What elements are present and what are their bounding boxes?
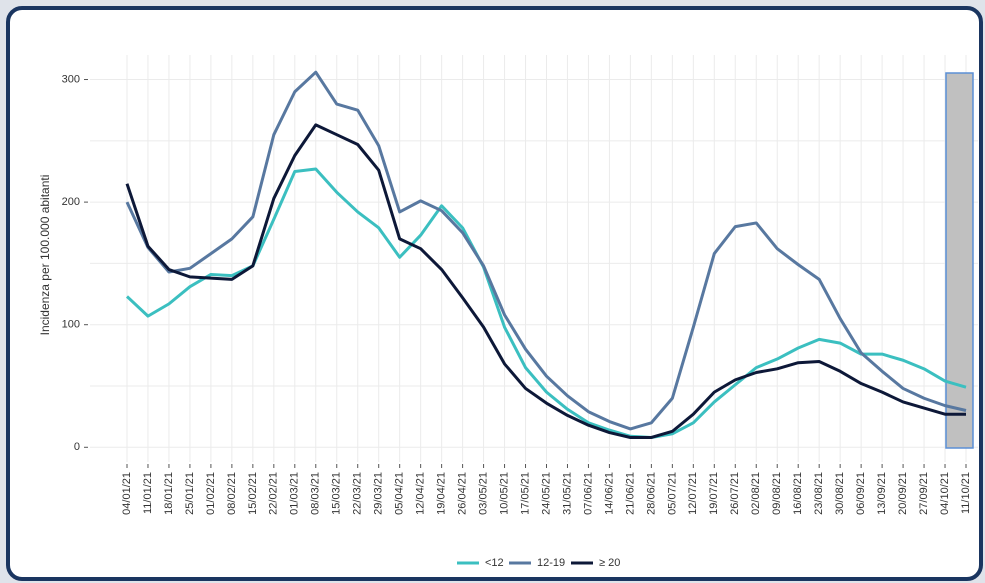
- x-tick-label: 19/04/21: [436, 472, 448, 515]
- x-tick-label: 15/03/21: [331, 472, 343, 515]
- legend-label: <12: [485, 557, 504, 569]
- x-tick-label: 08/03/21: [310, 472, 322, 515]
- x-tick-label: 19/07/21: [708, 472, 720, 515]
- x-tick-label: 31/05/21: [561, 472, 573, 515]
- x-tick-label: 11/10/21: [960, 472, 972, 514]
- x-tick-label: 16/08/21: [792, 472, 804, 515]
- x-tick-label: 20/09/21: [897, 472, 909, 515]
- x-tick-label: 21/06/21: [624, 472, 636, 515]
- x-tick-label: 02/08/21: [750, 472, 762, 515]
- x-tick-label: 05/07/21: [666, 472, 678, 515]
- x-tick-label: 08/02/21: [226, 472, 238, 515]
- x-tick-label: 28/06/21: [645, 472, 657, 515]
- x-tick-label: 10/05/21: [498, 472, 510, 515]
- y-axis-label: Incidenza per 100.000 abitanti: [38, 175, 52, 336]
- y-tick-label: 200: [62, 196, 80, 208]
- x-tick-label: 26/04/21: [457, 472, 469, 515]
- x-tick-label: 09/08/21: [771, 472, 783, 515]
- x-tick-label: 24/05/21: [540, 472, 552, 515]
- x-tick-label: 18/01/21: [163, 472, 175, 515]
- x-tick-label: 11/01/21: [142, 472, 154, 514]
- x-tick-label: 01/03/21: [289, 472, 301, 515]
- x-tick-label: 06/09/21: [855, 472, 867, 515]
- x-tick-label: 12/04/21: [415, 472, 427, 515]
- x-tick-label: 14/06/21: [603, 472, 615, 515]
- x-tick-label: 27/09/21: [918, 472, 930, 515]
- legend-label: ≥ 20: [599, 557, 620, 569]
- x-tick-label: 17/05/21: [519, 472, 531, 515]
- x-tick-label: 25/01/21: [184, 472, 196, 515]
- x-tick-label: 22/03/21: [352, 472, 364, 515]
- x-tick-label: 04/01/21: [121, 472, 133, 515]
- x-tick-label: 01/02/21: [205, 472, 217, 515]
- x-tick-label: 04/10/21: [939, 472, 951, 515]
- y-tick-label: 100: [62, 319, 80, 331]
- series-line: [125, 167, 967, 439]
- x-tick-label: 15/02/21: [247, 472, 259, 515]
- x-tick-label: 05/04/21: [394, 472, 406, 515]
- highlight-box: [945, 72, 974, 449]
- series-line: [125, 70, 967, 431]
- series-line: [125, 123, 966, 439]
- x-tick-label: 13/09/21: [876, 472, 888, 515]
- x-tick-label: 03/05/21: [477, 472, 489, 515]
- x-tick-label: 22/02/21: [268, 472, 280, 515]
- legend-label: 12-19: [537, 557, 565, 569]
- x-tick-label: 26/07/21: [729, 472, 741, 515]
- x-tick-label: 12/07/21: [687, 472, 699, 515]
- x-tick-label: 30/08/21: [834, 472, 846, 515]
- y-tick-label: 0: [74, 441, 80, 453]
- x-tick-label: 29/03/21: [373, 472, 385, 515]
- x-tick-label: 23/08/21: [813, 472, 825, 515]
- y-tick-label: 300: [62, 73, 80, 85]
- x-tick-label: 07/06/21: [582, 472, 594, 515]
